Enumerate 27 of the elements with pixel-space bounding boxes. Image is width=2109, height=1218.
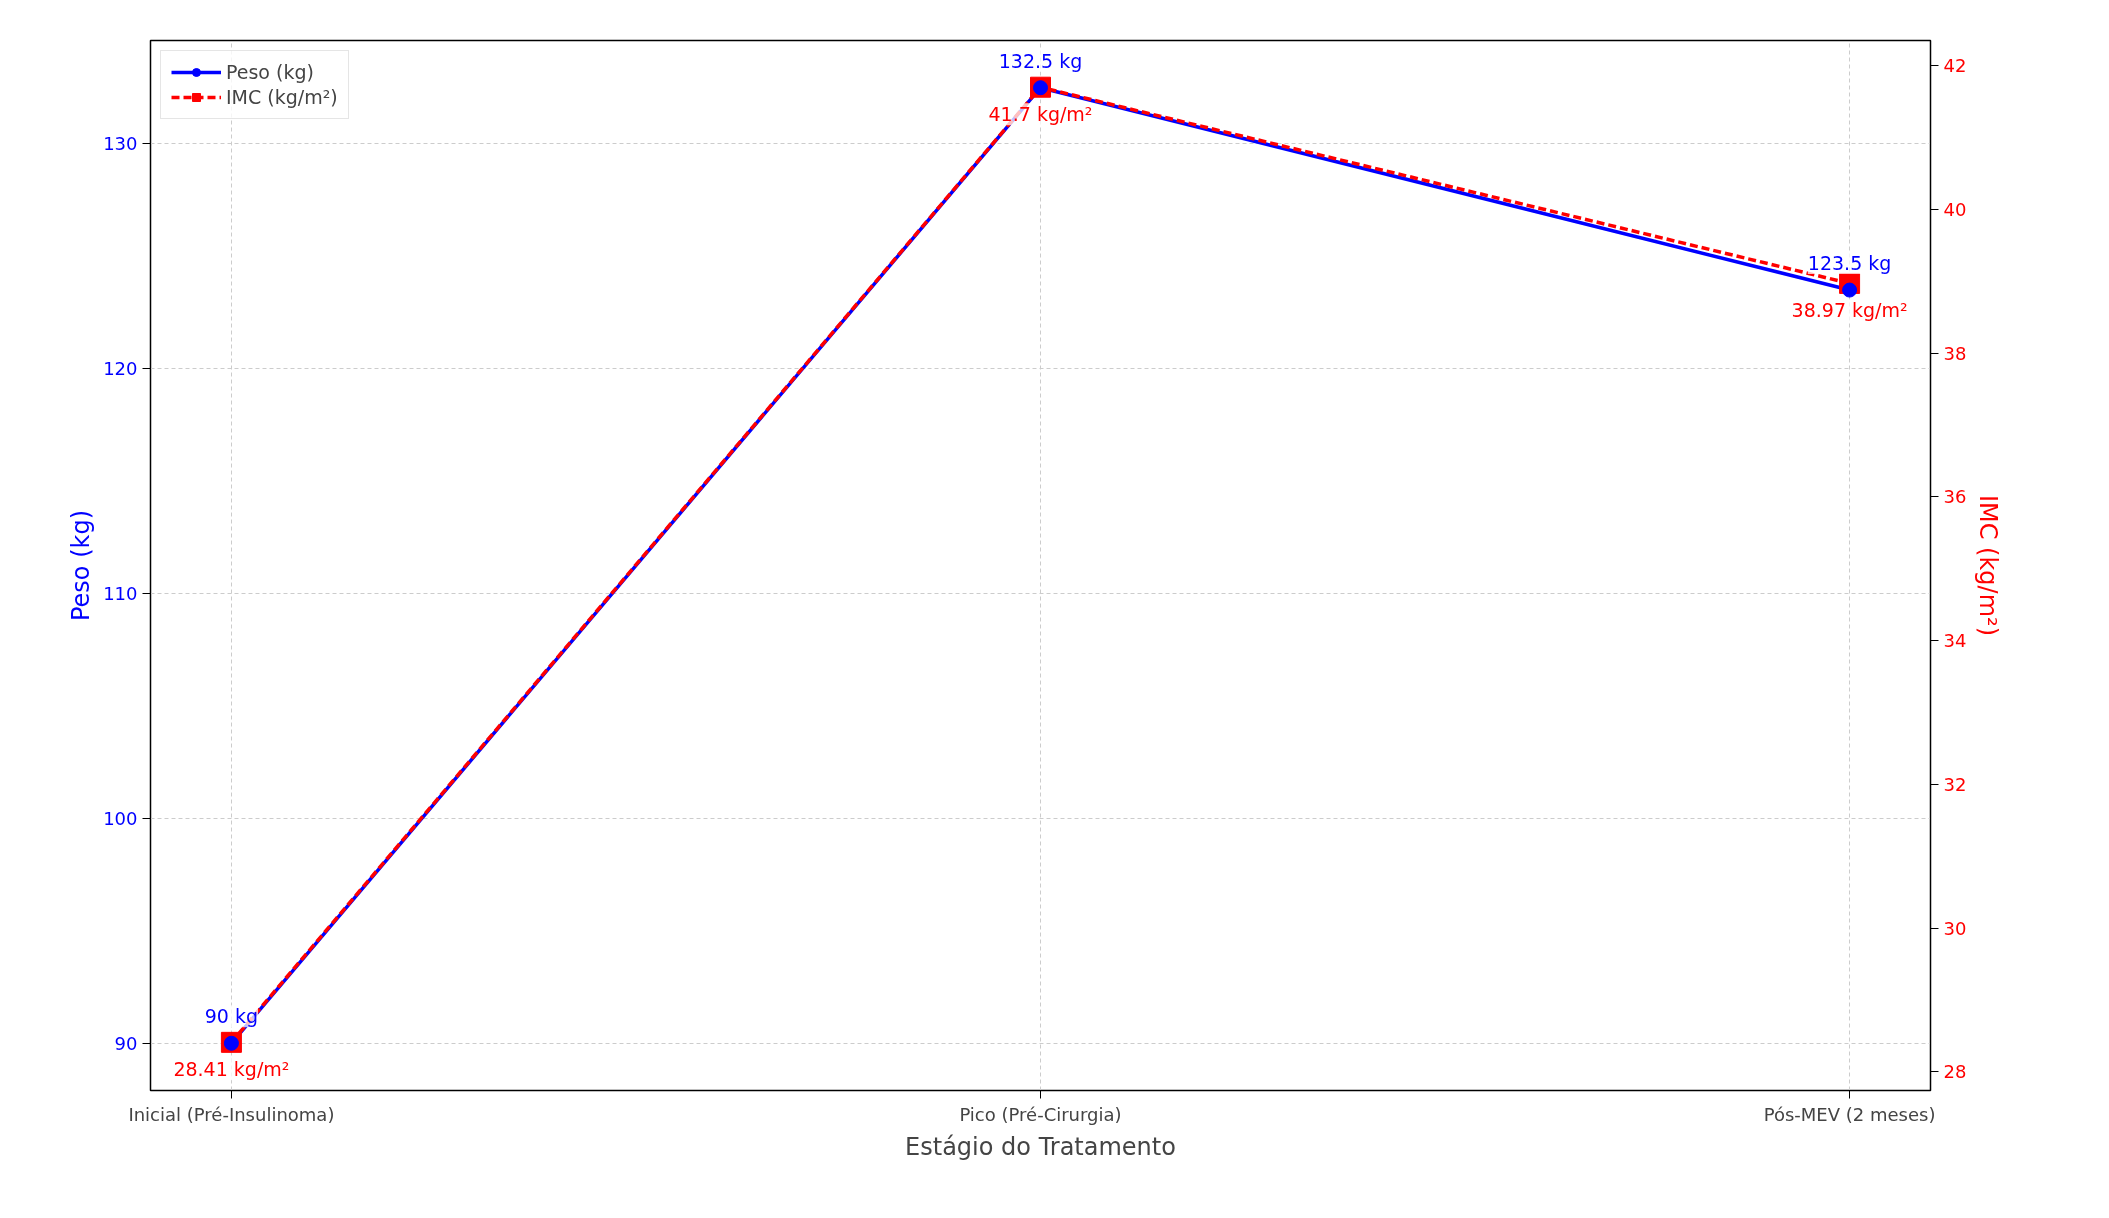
y-tick-label: 100 <box>103 807 138 829</box>
y2-tick-label: 40 <box>1943 198 1967 220</box>
data-label: 28.41 kg/m² <box>173 1058 290 1081</box>
x-tick-label: Inicial (Pré-Insulinoma) <box>128 1103 335 1125</box>
data-label: 123.5 kg <box>1807 252 1892 275</box>
data-label: 90 kg <box>204 1005 259 1028</box>
legend-label: Peso (kg) <box>226 61 314 83</box>
y2-axis-title: IMC (kg/m²) <box>1974 494 2003 637</box>
y-tick-label: 130 <box>103 133 138 155</box>
data-label: 38.97 kg/m² <box>1791 299 1908 322</box>
y-tick-label: 110 <box>103 583 138 605</box>
y2-tick-label: 38 <box>1943 342 1967 364</box>
x-tick-label: Pós-MEV (2 meses) <box>1763 1103 1936 1125</box>
y-tick-label: 90 <box>114 1032 138 1054</box>
data-label: 132.5 kg <box>998 49 1083 72</box>
y2-tick-label: 42 <box>1943 55 1967 77</box>
y-tick-label: 120 <box>103 358 138 380</box>
data-label: 41.7 kg/m² <box>988 103 1093 126</box>
x-tick-label: Pico (Pré-Cirurgia) <box>959 1103 1122 1125</box>
y2-tick-label: 32 <box>1943 773 1967 795</box>
y2-tick-label: 30 <box>1943 917 1967 939</box>
y-axis-title: Peso (kg) <box>67 509 96 622</box>
legend-label: IMC (kg/m²) <box>226 86 338 108</box>
x-axis-title: Estágio do Tratamento <box>905 1132 1176 1161</box>
y2-tick-label: 34 <box>1943 630 1967 652</box>
y2-tick-label: 28 <box>1943 1061 1967 1083</box>
y2-tick-label: 36 <box>1943 486 1967 508</box>
